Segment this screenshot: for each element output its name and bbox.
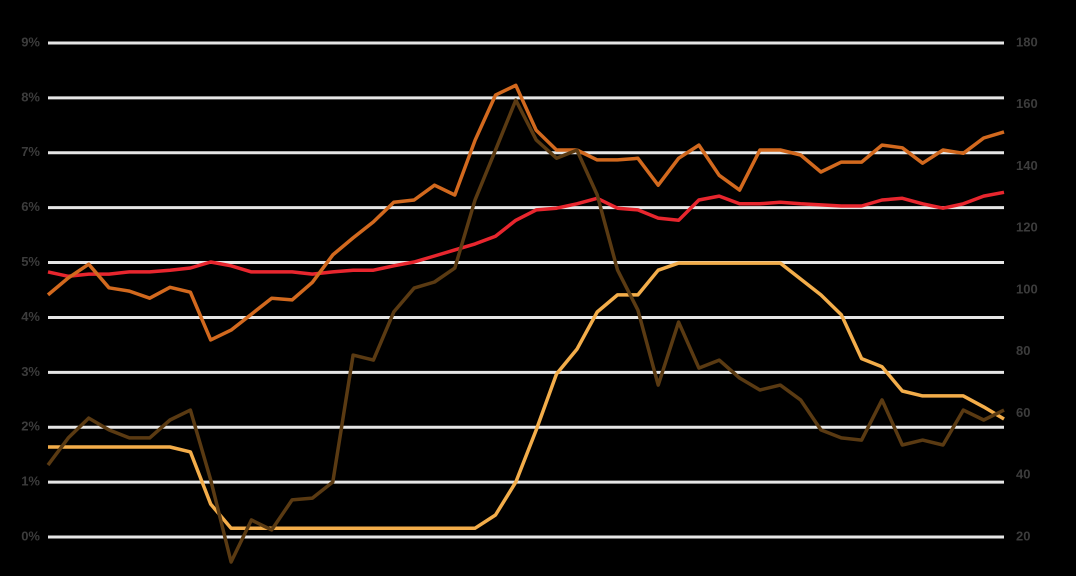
y2-tick-label: 120 — [1016, 220, 1038, 235]
y2-tick-label: 80 — [1016, 343, 1030, 358]
y-tick-label: 9% — [21, 34, 40, 49]
series-line — [47, 190, 1005, 279]
y-tick-label: 5% — [21, 254, 40, 269]
y2-tick-label: 100 — [1016, 281, 1038, 296]
y-tick-label: 2% — [21, 419, 40, 434]
series-line — [48, 261, 1005, 530]
y-tick-label: 8% — [21, 89, 40, 104]
series-line — [46, 98, 1005, 564]
y-tick-label: 3% — [21, 364, 40, 379]
y2-tick-label: 60 — [1016, 405, 1030, 420]
y-tick-label: 7% — [21, 144, 40, 159]
y2-tick-label: 180 — [1016, 34, 1038, 49]
series-line — [46, 83, 1005, 342]
y-tick-label: 6% — [21, 199, 40, 214]
y-tick-label: 1% — [21, 474, 40, 489]
y2-tick-label: 140 — [1016, 158, 1038, 173]
y-tick-label: 0% — [21, 528, 40, 543]
y2-tick-label: 20 — [1016, 528, 1030, 543]
y2-tick-label: 40 — [1016, 467, 1030, 482]
y2-tick-label: 160 — [1016, 96, 1038, 111]
y-tick-label: 4% — [21, 309, 40, 324]
